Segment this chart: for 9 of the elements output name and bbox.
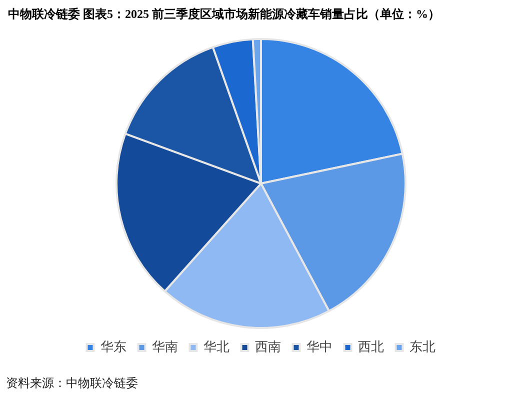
text: 资料来源：中物联冷链委 [6,375,138,392]
legend-label: 西南 [254,340,281,355]
legend-label: 华南 [152,340,178,355]
legend-label: 华东 [100,340,126,355]
legend-label: 东北 [409,340,436,355]
legend-label: 华中 [306,340,332,355]
legend-label: 华北 [203,340,230,355]
chart-title: 中物联冷链委 图表5：2025 前三季度区域市场新能源冷藏车销量占比（单位：%） [8,6,440,23]
legend-label: 西北 [358,340,384,355]
